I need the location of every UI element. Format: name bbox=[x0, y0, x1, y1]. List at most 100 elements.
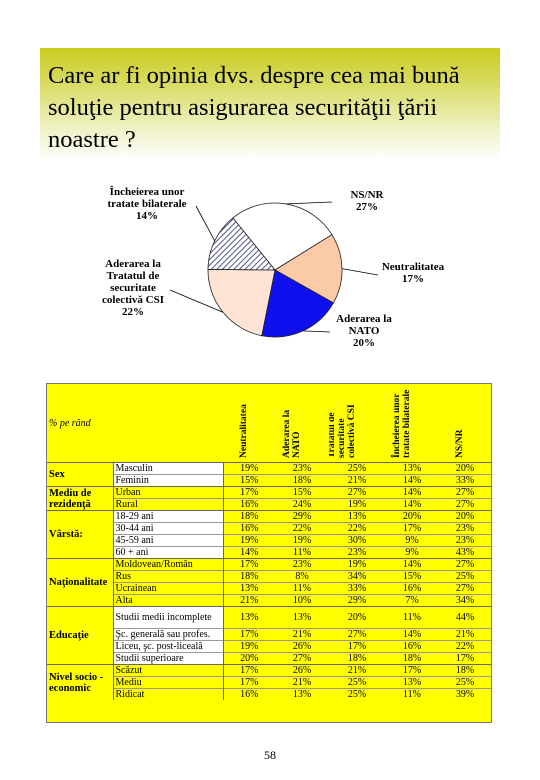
table-cell: 19% bbox=[329, 498, 386, 511]
table-cell: 22% bbox=[329, 522, 386, 535]
table-row: Mediu 17% 21% 25% 13% 25% bbox=[47, 676, 492, 689]
pie-label-line: 20% bbox=[353, 337, 375, 349]
table-cell: 25% bbox=[329, 676, 386, 689]
table-cell: 29% bbox=[329, 594, 386, 607]
pie-slice bbox=[207, 217, 276, 271]
pie-slice-label: NS/NR 27% bbox=[350, 189, 384, 213]
table-cell: 18% bbox=[223, 510, 276, 523]
table-cell: 23% bbox=[275, 462, 330, 475]
table-cell: 25% bbox=[439, 570, 492, 583]
table-cell: 22% bbox=[439, 640, 492, 653]
table-cell: 13% bbox=[385, 676, 440, 689]
group-label: Nivel socio - economic bbox=[47, 664, 114, 700]
table-cell: 20% bbox=[223, 652, 276, 665]
group-label: Educaţie bbox=[47, 606, 114, 665]
row-label: Alta bbox=[113, 594, 224, 607]
table-cell: 21% bbox=[439, 628, 492, 641]
table-cell: 23% bbox=[439, 522, 492, 535]
table-row: Sex Masculin 19% 23% 25% 13% 20% bbox=[47, 462, 492, 487]
pie-label-line: 17% bbox=[402, 273, 424, 285]
table-cell: 11% bbox=[275, 582, 330, 595]
pie-label-line: 22% bbox=[122, 306, 144, 318]
table-cell: 14% bbox=[385, 628, 440, 641]
table-row: Nivel socio - economic Scăzut 17% 26% 21% 17%… bbox=[47, 664, 492, 700]
column-header: Neutralitatea bbox=[239, 404, 250, 458]
table-cell: 25% bbox=[329, 688, 386, 700]
table-cell: 33% bbox=[329, 582, 386, 595]
leader-line bbox=[169, 289, 224, 313]
table-cell: 17% bbox=[223, 486, 276, 499]
table-cell: 17% bbox=[385, 522, 440, 535]
table-cell: 17% bbox=[439, 652, 492, 665]
table-cell: 22% bbox=[275, 522, 330, 535]
table-cell: 17% bbox=[223, 676, 276, 689]
column-header: NS/NR bbox=[455, 429, 466, 458]
pie-label-line: NS/NR bbox=[350, 189, 384, 201]
row-label: 30-44 ani bbox=[113, 522, 224, 535]
pie-slice bbox=[207, 268, 276, 337]
table-cell: 24% bbox=[275, 498, 330, 511]
table-cell: 27% bbox=[329, 486, 386, 499]
leader-line bbox=[195, 205, 216, 241]
table-cell: 34% bbox=[329, 570, 386, 583]
pie-chart: NS/NR 27% Neutralitatea 17% Aderarea la NATO 2… bbox=[102, 186, 445, 349]
crosstab-table: % pe rând Neutralitatea Aderarea la NATO Ad… bbox=[46, 383, 492, 723]
pie-slice-label: Neutralitatea 17% bbox=[382, 261, 445, 285]
table-cell: 13% bbox=[275, 688, 330, 700]
table-cell: 15% bbox=[223, 474, 276, 487]
table-cell: 15% bbox=[275, 486, 330, 499]
table-cell: 13% bbox=[275, 606, 330, 629]
table-cell: 20% bbox=[385, 510, 440, 523]
table-cell: 10% bbox=[275, 594, 330, 607]
pie-slice-label: Aderarea la NATO 20% bbox=[336, 313, 392, 349]
table-cell: 27% bbox=[439, 582, 492, 595]
table-cell: 26% bbox=[275, 640, 330, 653]
table-row: Liceu, şc. post-liceală 19% 26% 17% 16% 22% bbox=[47, 640, 492, 653]
table-cell: 9% bbox=[385, 534, 440, 547]
pie-label-line: 27% bbox=[356, 201, 378, 213]
row-label: Studii medii incomplete bbox=[113, 606, 224, 629]
table-cell: 15% bbox=[385, 570, 440, 583]
row-label: Masculin bbox=[113, 462, 224, 475]
pie-leader-lines bbox=[169, 201, 379, 333]
pie-label-line: Tratatul de bbox=[107, 270, 160, 282]
row-label: 60 + ani bbox=[113, 546, 224, 559]
pie-label-line: Neutralitatea bbox=[382, 261, 445, 273]
pie-slice-label: Încheierea unor tratate bilaterale 14% bbox=[107, 186, 186, 222]
table-cell: 17% bbox=[223, 558, 276, 571]
table-cell: 18% bbox=[275, 474, 330, 487]
table-cell: 21% bbox=[223, 594, 276, 607]
pie-slices bbox=[207, 202, 343, 338]
table-row: Educaţie Studii medii incomplete 13% 13% 20%… bbox=[47, 606, 492, 665]
crosstab-grid: % pe rând Neutralitatea Aderarea la NATO Ad… bbox=[47, 384, 492, 700]
column-header: Aderarea la NATO bbox=[282, 409, 303, 458]
table-row: 60 + ani 14% 11% 23% 9% 43% bbox=[47, 546, 492, 559]
row-label: Mediu bbox=[113, 676, 224, 689]
table-cell: 19% bbox=[223, 640, 276, 653]
table-cell: 8% bbox=[275, 570, 330, 583]
pie-labels: NS/NR 27% Neutralitatea 17% Aderarea la NATO 2… bbox=[102, 186, 445, 349]
pie-label-line: colectivă CSI bbox=[102, 294, 164, 306]
table-cell: 16% bbox=[385, 582, 440, 595]
table-cell: 27% bbox=[439, 498, 492, 511]
table-cell: 7% bbox=[385, 594, 440, 607]
table-cell: 21% bbox=[329, 474, 386, 487]
table-cell: 17% bbox=[223, 664, 276, 677]
group-label: Sex bbox=[47, 462, 114, 487]
leader-line bbox=[341, 268, 379, 276]
table-row: Feminin 15% 18% 21% 14% 33% bbox=[47, 474, 492, 487]
table-cell: 18% bbox=[223, 570, 276, 583]
table-cell: 23% bbox=[439, 534, 492, 547]
table-cell: 19% bbox=[223, 534, 276, 547]
row-label: Scăzut bbox=[113, 664, 224, 677]
table-cell: 26% bbox=[275, 664, 330, 677]
table-cell: 14% bbox=[223, 546, 276, 559]
table-cell: 9% bbox=[385, 546, 440, 559]
table-cell: 18% bbox=[439, 664, 492, 677]
table-cell: 13% bbox=[329, 510, 386, 523]
table-cell: 20% bbox=[439, 462, 492, 475]
leader-line bbox=[286, 201, 333, 205]
table-cell: 20% bbox=[329, 606, 386, 629]
table-cell: 25% bbox=[329, 462, 386, 475]
table-row: Studii superioare 20% 27% 18% 18% 17% bbox=[47, 652, 492, 665]
